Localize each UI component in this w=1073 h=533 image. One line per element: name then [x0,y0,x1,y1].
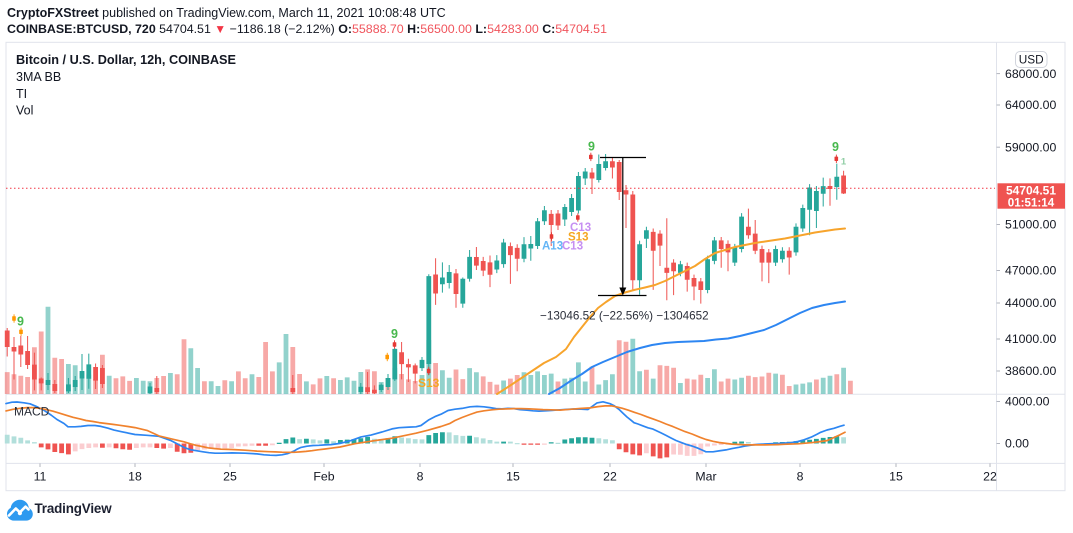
svg-text:A13: A13 [542,241,563,253]
svg-text:−13046.52 (−22.56%) −1304652: −13046.52 (−22.56%) −1304652 [540,310,709,323]
svg-text:0.00: 0.00 [1005,437,1029,451]
svg-text:8: 8 [417,470,424,484]
svg-text:18: 18 [128,470,142,484]
svg-text:CryptoFXStreet published on Tr: CryptoFXStreet published on TradingView.… [7,6,446,20]
svg-text:MACD: MACD [14,405,50,419]
svg-text:4000.00: 4000.00 [1005,395,1050,409]
svg-text:TradingView: TradingView [35,501,113,516]
svg-text:C13: C13 [570,222,591,234]
svg-text:22: 22 [983,470,997,484]
svg-text:68000.00: 68000.00 [1005,67,1056,81]
svg-text:8: 8 [797,470,804,484]
svg-text:TI: TI [16,87,27,101]
svg-text:1: 1 [841,157,847,168]
svg-text:11: 11 [34,470,47,484]
svg-text:9: 9 [17,315,24,329]
svg-text:Mar: Mar [695,470,716,484]
svg-text:C13: C13 [562,241,583,253]
svg-text:9: 9 [588,140,595,154]
svg-text:USD: USD [1019,53,1044,67]
svg-text:S13: S13 [418,376,440,390]
svg-text:9: 9 [832,140,839,154]
svg-text:25: 25 [223,470,237,484]
svg-text:Feb: Feb [313,470,334,484]
svg-text:54704.51: 54704.51 [1006,183,1056,197]
svg-text:64000.00: 64000.00 [1005,98,1056,112]
svg-text:Bitcoin / U.S. Dollar, 12h, CO: Bitcoin / U.S. Dollar, 12h, COINBASE [16,53,236,67]
svg-text:Vol: Vol [16,104,33,118]
svg-text:9: 9 [391,327,398,341]
svg-text:38600.00: 38600.00 [1005,364,1056,378]
svg-text:51000.00: 51000.00 [1005,218,1056,232]
svg-text:S13: S13 [568,232,588,244]
svg-text:47000.00: 47000.00 [1005,264,1056,278]
svg-text:15: 15 [506,470,520,484]
svg-text:01:51:14: 01:51:14 [1008,197,1055,210]
svg-text:44000.00: 44000.00 [1005,296,1056,310]
svg-text:COINBASE:BTCUSD, 720 54704.51: COINBASE:BTCUSD, 720 54704.51 ▼ −1186.18… [7,22,607,36]
svg-text:3MA BB: 3MA BB [16,70,61,84]
svg-text:15: 15 [889,470,903,484]
svg-text:59000.00: 59000.00 [1005,140,1056,154]
svg-text:22: 22 [603,470,617,484]
svg-text:41000.00: 41000.00 [1005,332,1056,346]
